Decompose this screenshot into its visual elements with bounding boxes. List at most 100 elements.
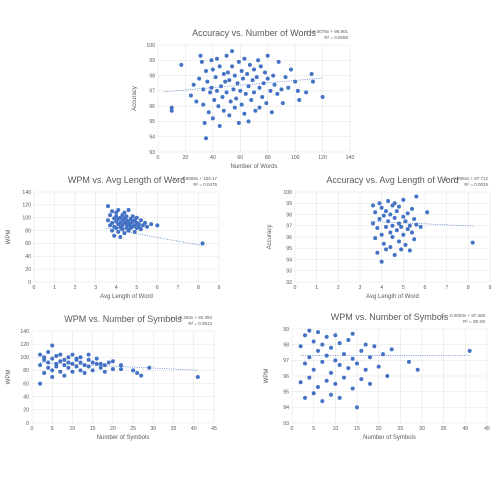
data-point [373, 210, 378, 215]
x-tick-label: 7 [176, 285, 179, 291]
data-point [46, 350, 51, 355]
data-point [401, 214, 406, 219]
data-point [112, 233, 117, 238]
data-point [66, 365, 71, 370]
data-point [316, 348, 320, 353]
y-tick-label: 20 [23, 408, 29, 414]
data-point [311, 391, 316, 396]
data-point [384, 224, 388, 229]
x-tick-label: 5 [51, 426, 54, 432]
trendline-equation: y = 0.0078x + 96.901 [306, 29, 349, 34]
data-point [355, 361, 359, 366]
data-point [363, 367, 368, 372]
data-point [279, 87, 284, 92]
data-point [298, 344, 303, 349]
data-point [54, 364, 59, 369]
data-point [227, 78, 232, 83]
data-point [363, 342, 368, 347]
trendline [40, 362, 198, 371]
data-point [377, 217, 382, 221]
data-point [425, 210, 430, 215]
data-point [242, 111, 247, 116]
data-point [329, 345, 333, 350]
data-point [379, 259, 384, 264]
y-tick-label: 93 [286, 269, 292, 275]
data-point [407, 223, 412, 228]
data-point [397, 239, 401, 244]
data-point [268, 88, 273, 93]
x-tick-label: 4 [115, 285, 118, 291]
x-tick-label: 6 [424, 285, 427, 291]
data-point [120, 227, 125, 232]
data-point [316, 330, 320, 335]
data-point [329, 370, 333, 375]
data-point [134, 215, 139, 220]
trendline-equation: y = -5.8008x + 104.17 [173, 176, 217, 181]
y-tick-label: 80 [23, 368, 29, 374]
data-point [254, 75, 259, 80]
data-point [86, 352, 91, 357]
data-point [236, 120, 241, 125]
data-point [138, 227, 143, 232]
data-point [394, 209, 399, 214]
data-point [355, 405, 359, 410]
data-point [410, 206, 414, 211]
data-point [216, 104, 221, 109]
data-point [225, 70, 230, 75]
data-point [388, 245, 393, 250]
x-tick-label: 140 [346, 155, 355, 161]
data-point [385, 374, 390, 378]
data-point [403, 219, 408, 224]
x-axis-label: Number of Words [231, 164, 278, 170]
x-tick-label: 5 [135, 285, 138, 291]
x-axis-label: Number of Symbols [97, 435, 150, 441]
data-point [236, 59, 241, 64]
data-point [275, 91, 280, 96]
data-point [303, 395, 307, 400]
data-point [201, 102, 206, 107]
y-tick-label: 98 [149, 73, 155, 79]
data-point [219, 84, 224, 89]
data-point [399, 224, 404, 229]
y-tick-label: 96 [286, 235, 292, 241]
y-tick-label: 100 [146, 43, 155, 49]
data-point [399, 247, 404, 252]
data-point [309, 72, 314, 77]
data-point [377, 201, 382, 206]
y-tick-label: 95 [149, 119, 155, 125]
x-tick-label: 15 [90, 426, 96, 432]
data-point [106, 204, 110, 209]
data-point [206, 110, 211, 115]
data-point [257, 105, 262, 110]
data-point [122, 231, 127, 236]
data-point [66, 355, 71, 360]
data-point [143, 220, 147, 225]
trendline-r-squared: R² = 0.0068 [324, 35, 348, 40]
y-tick-label: 98 [283, 342, 289, 348]
data-point [388, 230, 393, 235]
data-point [116, 208, 121, 212]
data-point [204, 68, 208, 73]
y-axis-label: WPM [6, 370, 12, 385]
data-point [239, 68, 244, 73]
data-point [232, 105, 237, 110]
data-point [371, 203, 375, 208]
data-point [375, 250, 380, 255]
x-tick-label: 25 [130, 426, 136, 432]
data-point [252, 67, 256, 72]
data-point [350, 386, 355, 391]
x-tick-label: 3 [94, 285, 97, 291]
data-point [155, 223, 160, 228]
data-point [373, 236, 378, 241]
data-point [265, 53, 270, 58]
data-point [337, 363, 342, 368]
data-point [210, 116, 215, 121]
x-tick-label: 9 [218, 285, 221, 291]
data-point [346, 366, 351, 371]
x-tick-label: 30 [150, 426, 156, 432]
chart-title: Accuracy vs. Number of Words [192, 28, 316, 38]
y-tick-label: 80 [25, 228, 31, 234]
data-point [224, 53, 229, 58]
